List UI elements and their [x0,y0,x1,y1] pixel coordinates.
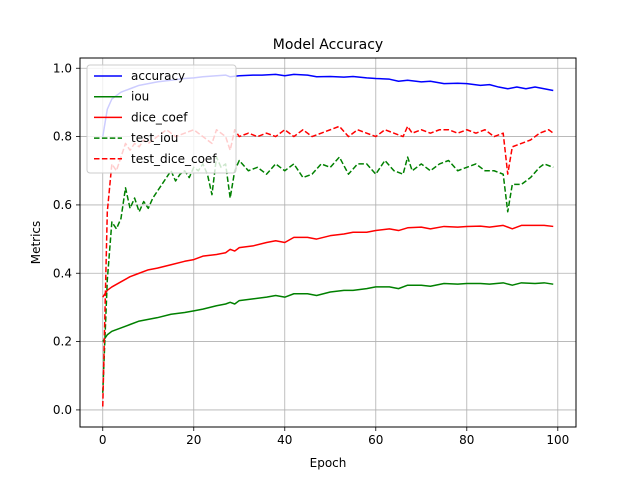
axes-frame [79,57,577,428]
y-axis-label: Metrics [29,221,43,265]
series-line-test-dice-coef [102,125,554,407]
legend-label: test_iou [131,131,178,145]
legend: accuracy iou dice_coef test_iou test_dice_co… [86,64,237,174]
legend-label: iou [131,90,149,104]
y-tick-label: 0.0 [53,403,72,417]
series-line-test-iou [102,156,554,393]
x-tick-label: 60 [368,433,383,447]
x-axis-label: Epoch [310,456,347,470]
legend-label: accuracy [131,69,185,83]
x-tick-label: 80 [459,433,474,447]
y-tick-label: 0.4 [53,266,72,280]
ticks: 0 20 40 60 80 100 0.0 0.2 0.4 0.6 0.8 1.0 [53,61,569,447]
x-tick-label: 40 [277,433,292,447]
legend-label: test_dice_coef [131,152,217,166]
x-tick-label: 0 [99,433,107,447]
legend-label: dice_coef [131,110,188,124]
series-line-dice-coef [102,224,554,298]
chart-title: Model Accuracy [273,37,383,53]
series-line-iou [102,282,554,342]
y-tick-label: 0.2 [53,335,72,349]
series-layer [102,73,554,407]
y-tick-label: 1.0 [53,61,72,75]
y-tick-label: 0.6 [53,198,72,212]
y-tick-label: 0.8 [53,130,72,144]
x-tick-label: 20 [186,433,201,447]
legend-box [86,64,237,174]
x-tick-label: 100 [546,433,569,447]
